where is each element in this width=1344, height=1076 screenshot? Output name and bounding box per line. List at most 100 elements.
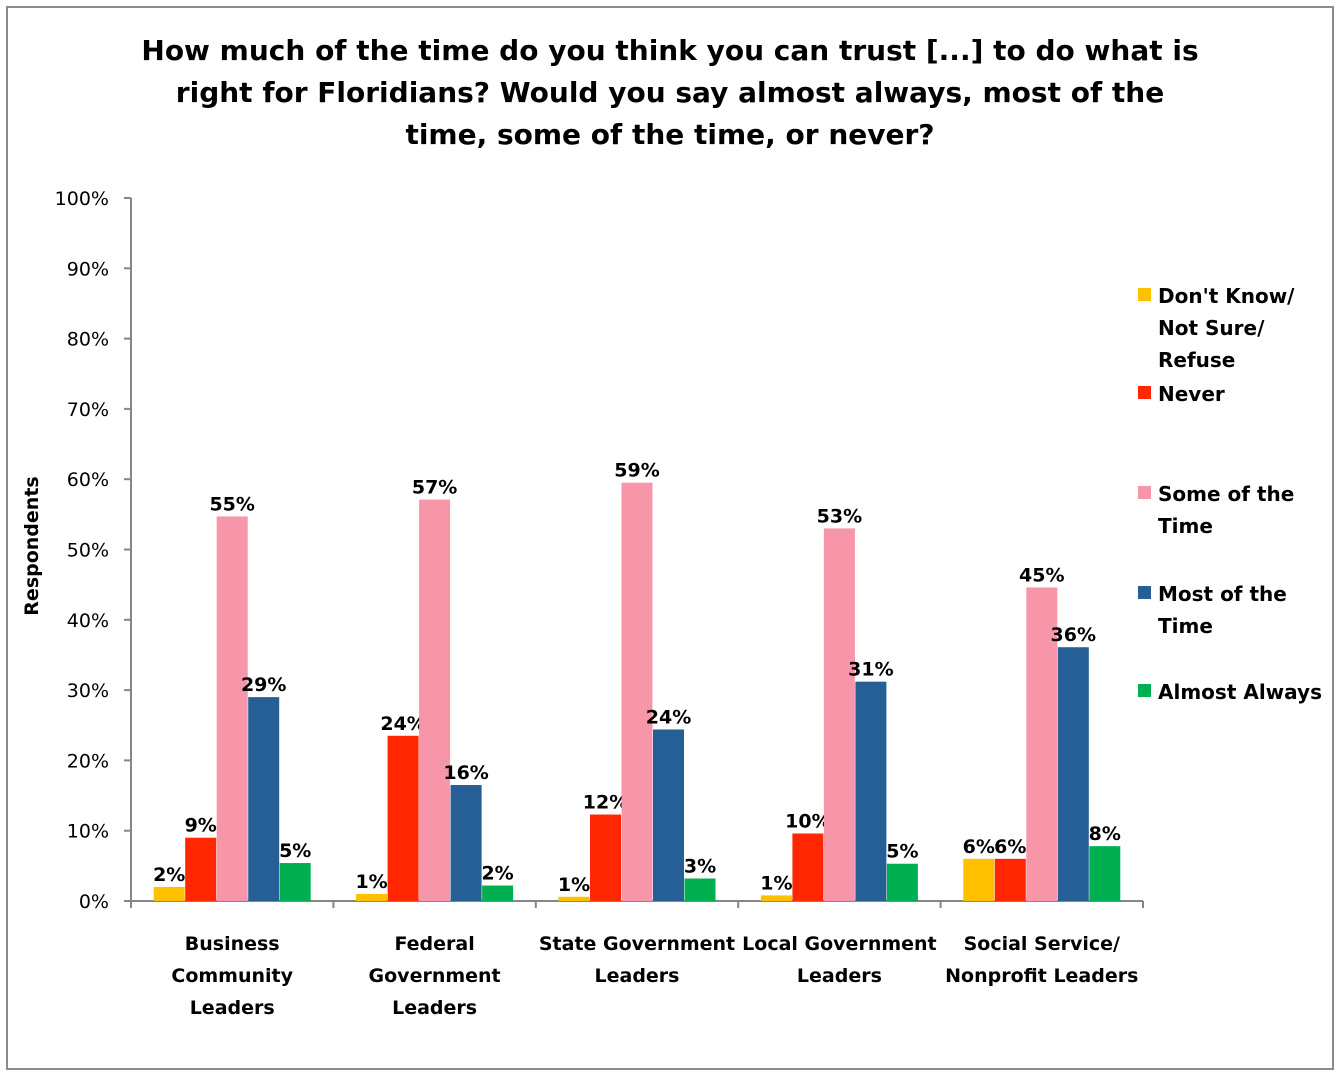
legend-label-line: Refuse xyxy=(1158,348,1236,372)
bar xyxy=(356,893,388,901)
bar xyxy=(684,878,716,901)
bar xyxy=(792,833,824,901)
data-label: 5% xyxy=(279,840,311,862)
legend-label: Almost Always xyxy=(1158,676,1338,708)
bar xyxy=(216,516,248,901)
legend-label-line: Almost Always xyxy=(1158,680,1322,704)
data-label: 36% xyxy=(1051,624,1096,646)
data-label: 1% xyxy=(760,872,792,894)
legend-label-line: Some of the xyxy=(1158,482,1295,506)
bar xyxy=(963,858,995,901)
x-category-label: State Government xyxy=(539,933,735,955)
bar xyxy=(653,729,684,901)
chart-title-line-1: How much of the time do you think you ca… xyxy=(141,34,1199,67)
x-category-label: Federal xyxy=(394,933,474,955)
bar xyxy=(185,837,217,901)
chart-legend: Don't Know/Not Sure/Refuse Never Some of t… xyxy=(1138,280,1338,720)
legend-label: Don't Know/Not Sure/Refuse xyxy=(1158,280,1338,376)
data-label: 16% xyxy=(443,762,488,784)
bar xyxy=(482,885,514,901)
data-label: 5% xyxy=(886,841,918,863)
data-label: 31% xyxy=(848,659,893,681)
y-tick-label: 50% xyxy=(67,540,109,562)
data-label: 57% xyxy=(412,477,457,499)
x-category-label: Leaders xyxy=(595,965,680,987)
bar xyxy=(855,681,887,901)
bar xyxy=(279,863,311,901)
legend-label-line: Don't Know/ xyxy=(1158,284,1295,308)
x-category-label: Local Government xyxy=(742,933,936,955)
data-label: 29% xyxy=(241,674,286,696)
data-label: 53% xyxy=(817,505,862,527)
legend-label-line: Time xyxy=(1158,614,1213,638)
y-tick-label: 100% xyxy=(55,188,109,210)
data-label: 6% xyxy=(994,836,1026,858)
data-label: 24% xyxy=(380,713,425,735)
bar xyxy=(590,814,621,901)
data-label: 59% xyxy=(614,460,659,482)
y-tick-label: 10% xyxy=(67,821,109,843)
bar xyxy=(823,528,855,901)
y-tick-label: 70% xyxy=(67,399,109,421)
data-label: 55% xyxy=(209,493,254,515)
y-tick-label: 0% xyxy=(79,891,109,913)
y-tick-label: 20% xyxy=(67,750,109,772)
data-label: 1% xyxy=(355,871,387,893)
x-category-label: Leaders xyxy=(392,997,477,1019)
legend-label-line: Not Sure/ xyxy=(1158,316,1265,340)
bar xyxy=(1057,647,1089,901)
y-tick-label: 30% xyxy=(67,680,109,702)
y-axis-title: Respondents xyxy=(21,476,43,615)
data-label: 2% xyxy=(153,864,185,886)
bar xyxy=(419,499,451,901)
data-label: 45% xyxy=(1019,564,1064,586)
bar xyxy=(994,858,1026,901)
bar xyxy=(558,896,590,901)
data-label: 24% xyxy=(646,706,691,728)
legend-label: Some of the Time xyxy=(1158,478,1338,542)
legend-swatch xyxy=(1138,386,1151,399)
data-label: 12% xyxy=(583,792,628,814)
chart-title: How much of the time do you think you ca… xyxy=(140,30,1200,156)
y-tick-label: 60% xyxy=(67,469,109,491)
legend-item: Most of the Time xyxy=(1138,578,1338,642)
legend-swatch xyxy=(1138,684,1151,697)
x-category-label: Government xyxy=(369,965,501,987)
legend-swatch xyxy=(1138,288,1151,301)
data-label: 1% xyxy=(558,874,590,896)
x-category-label: Business xyxy=(185,933,280,955)
legend-label-line: Never xyxy=(1158,382,1225,406)
bar xyxy=(621,482,653,901)
bar xyxy=(387,735,419,901)
data-label: 10% xyxy=(785,811,830,833)
bar xyxy=(1026,587,1058,901)
legend-label-line: Time xyxy=(1158,514,1213,538)
bar xyxy=(760,895,792,901)
bar xyxy=(450,785,482,901)
data-label: 3% xyxy=(684,856,716,878)
bar xyxy=(886,863,918,901)
y-tick-label: 90% xyxy=(67,258,109,280)
legend-swatch xyxy=(1138,586,1151,599)
legend-label-line: Most of the xyxy=(1158,582,1287,606)
x-category-label: Leaders xyxy=(190,997,275,1019)
bar xyxy=(153,886,185,901)
chart-title-line-3: time, some of the time, or never? xyxy=(405,118,935,151)
legend-item: Some of the Time xyxy=(1138,478,1338,542)
data-label: 2% xyxy=(481,863,513,885)
x-category-label: Social Service/ xyxy=(964,933,1120,955)
data-label: 6% xyxy=(963,836,995,858)
data-label: 9% xyxy=(185,815,217,837)
x-category-label: Leaders xyxy=(797,965,882,987)
y-tick-label: 80% xyxy=(67,329,109,351)
legend-item: Never xyxy=(1138,378,1338,410)
legend-item: Almost Always xyxy=(1138,676,1338,708)
data-label: 8% xyxy=(1089,823,1121,845)
legend-label: Never xyxy=(1158,378,1338,410)
y-tick-label: 40% xyxy=(67,610,109,632)
bar xyxy=(248,697,280,901)
legend-swatch xyxy=(1138,486,1151,499)
legend-label: Most of the Time xyxy=(1158,578,1338,642)
bar xyxy=(1089,846,1121,901)
